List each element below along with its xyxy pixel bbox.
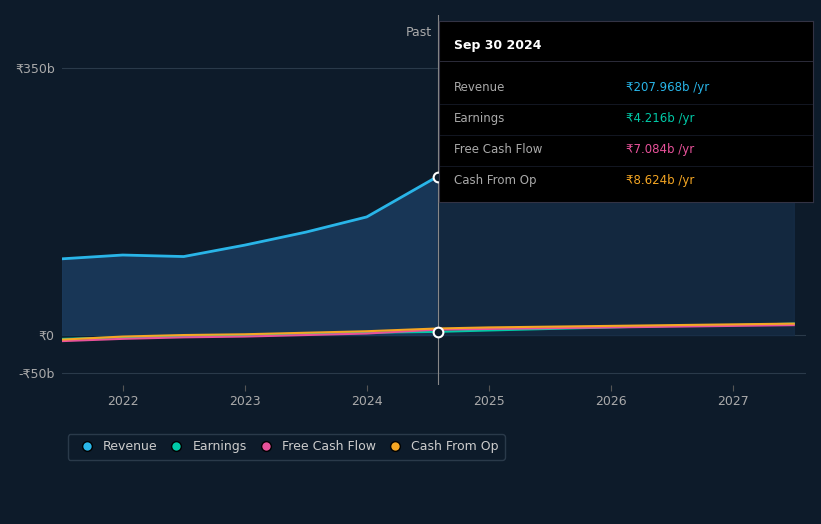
Text: Sep 30 2024: Sep 30 2024 xyxy=(454,39,542,52)
Text: ₹7.084b /yr: ₹7.084b /yr xyxy=(626,143,695,156)
Text: ₹8.624b /yr: ₹8.624b /yr xyxy=(626,173,695,187)
Text: Free Cash Flow: Free Cash Flow xyxy=(454,143,543,156)
Text: Earnings: Earnings xyxy=(454,112,506,125)
Text: Revenue: Revenue xyxy=(454,81,506,94)
Text: ₹207.968b /yr: ₹207.968b /yr xyxy=(626,81,709,94)
Text: ₹4.216b /yr: ₹4.216b /yr xyxy=(626,112,695,125)
Text: Analysts Forecasts: Analysts Forecasts xyxy=(443,26,560,39)
Text: Cash From Op: Cash From Op xyxy=(454,173,537,187)
Text: Past: Past xyxy=(406,26,431,39)
Legend: Revenue, Earnings, Free Cash Flow, Cash From Op: Revenue, Earnings, Free Cash Flow, Cash … xyxy=(68,434,505,460)
